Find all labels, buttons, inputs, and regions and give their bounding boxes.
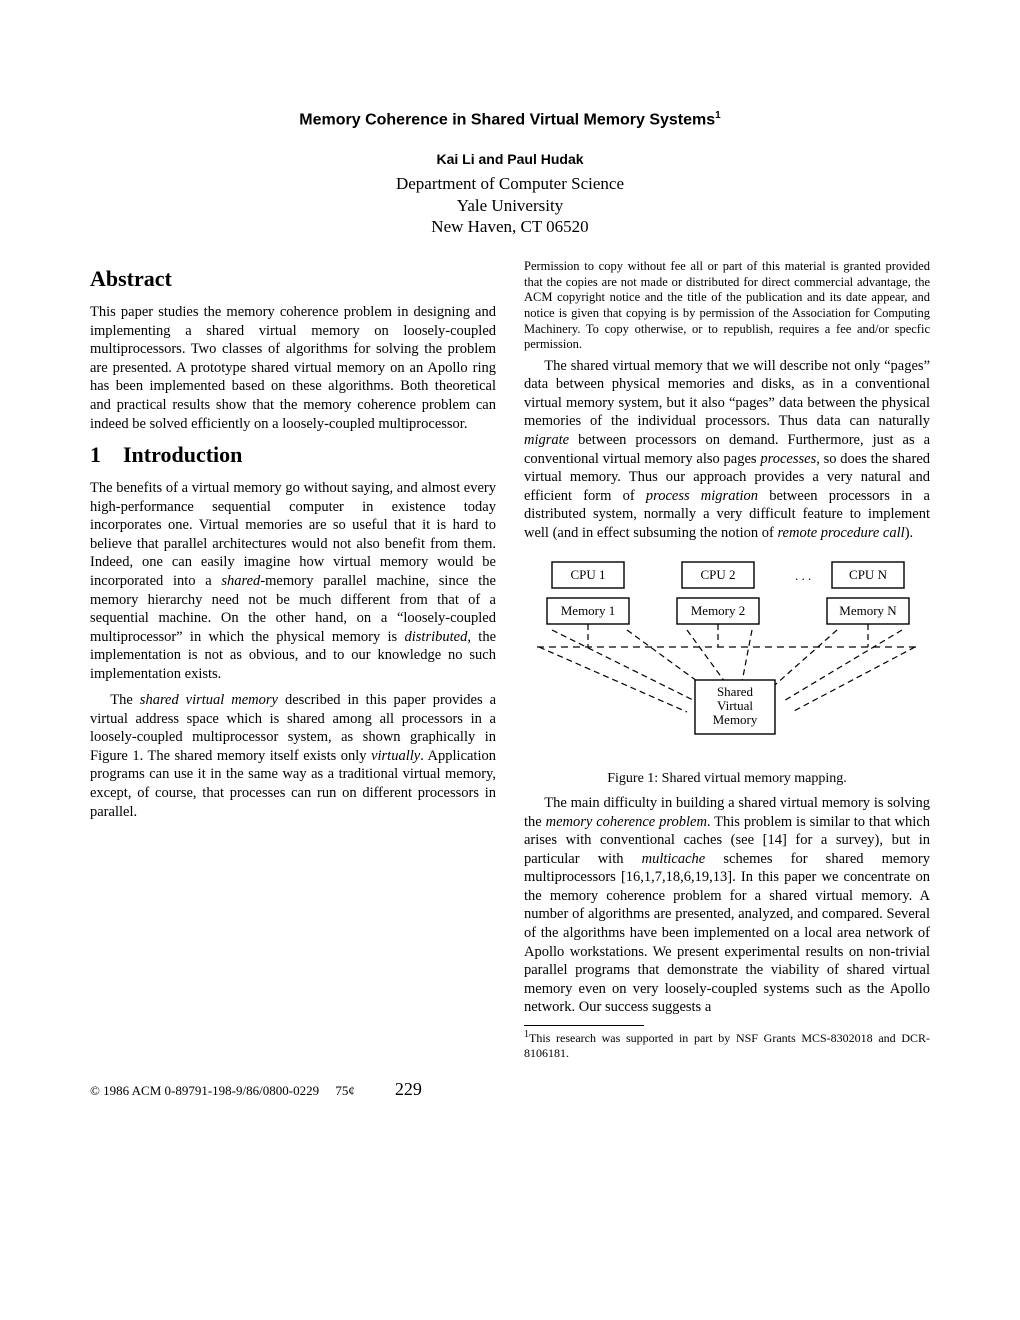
affil-line-3: New Haven, CT 06520: [431, 217, 588, 236]
section-heading-introduction: 1 Introduction: [90, 441, 496, 469]
figure-1: CPU 1 CPU 2 . . . CPU N Memory 1 Memory …: [524, 552, 930, 788]
fig-mem2-label: Memory 2: [691, 603, 746, 618]
fig-memn-label: Memory N: [839, 603, 897, 618]
title-text: Memory Coherence in Shared Virtual Memor…: [299, 111, 715, 128]
page-footer: © 1986 ACM 0-89791-198-9/86/0800-0229 75…: [90, 1079, 930, 1100]
footnote-1: 1This research was supported in part by …: [524, 1029, 930, 1061]
paper-title: Memory Coherence in Shared Virtual Memor…: [90, 110, 930, 129]
fig-svm-line1: Shared: [717, 684, 754, 699]
col2-p2: The main difficulty in building a shared…: [524, 794, 930, 1017]
fig-mem1-label: Memory 1: [561, 603, 616, 618]
affiliation: Department of Computer Science Yale Univ…: [90, 173, 930, 237]
authors: Kai Li and Paul Hudak: [90, 151, 930, 167]
intro-p1: The benefits of a virtual memory go with…: [90, 479, 496, 683]
page-number: 229: [395, 1079, 422, 1100]
permission-notice: Permission to copy without fee all or pa…: [524, 259, 930, 353]
affil-line-2: Yale University: [457, 196, 563, 215]
col2-p1: The shared virtual memory that we will d…: [524, 357, 930, 542]
footnote-block: 1This research was supported in part by …: [524, 1025, 930, 1061]
footnote-text: This research was supported in part by N…: [524, 1031, 930, 1060]
fig-cpun-label: CPU N: [849, 567, 888, 582]
title-footnote-marker: 1: [715, 110, 721, 121]
footnote-rule: [524, 1025, 644, 1026]
fig-svm-line2: Virtual: [717, 698, 753, 713]
figure-1-caption: Figure 1: Shared virtual memory mapping.: [524, 770, 930, 788]
fig-svm-line3: Memory: [713, 712, 758, 727]
intro-p2: The shared virtual memory described in t…: [90, 691, 496, 821]
copyright-line: © 1986 ACM 0-89791-198-9/86/0800-0229 75…: [90, 1083, 355, 1099]
fig-cpu1-label: CPU 1: [570, 567, 605, 582]
two-column-body: Abstract This paper studies the memory c…: [90, 259, 930, 1061]
affil-line-1: Department of Computer Science: [396, 174, 624, 193]
abstract-paragraph: This paper studies the memory coherence …: [90, 303, 496, 433]
fig-cpu2-label: CPU 2: [700, 567, 735, 582]
figure-1-svg: CPU 1 CPU 2 . . . CPU N Memory 1 Memory …: [537, 552, 917, 762]
fig-dots: . . .: [795, 568, 811, 583]
abstract-heading: Abstract: [90, 265, 496, 293]
